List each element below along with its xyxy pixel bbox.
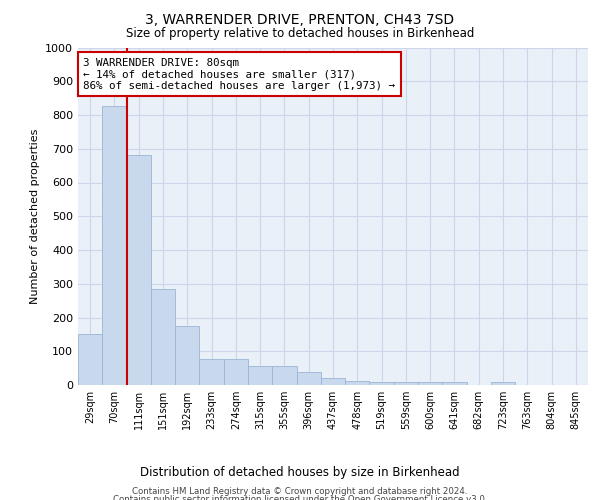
Text: Distribution of detached houses by size in Birkenhead: Distribution of detached houses by size …	[140, 466, 460, 479]
Bar	[272, 366, 296, 385]
Text: 3, WARRENDER DRIVE, PRENTON, CH43 7SD: 3, WARRENDER DRIVE, PRENTON, CH43 7SD	[145, 12, 455, 26]
Bar	[151, 290, 175, 385]
Text: 3 WARRENDER DRIVE: 80sqm
← 14% of detached houses are smaller (317)
86% of semi-: 3 WARRENDER DRIVE: 80sqm ← 14% of detach…	[83, 58, 395, 91]
Text: Contains public sector information licensed under the Open Government Licence v3: Contains public sector information licen…	[113, 495, 487, 500]
Bar	[248, 366, 272, 385]
Bar	[224, 358, 248, 385]
Bar	[78, 334, 102, 385]
Bar	[296, 372, 321, 385]
Text: Contains HM Land Registry data © Crown copyright and database right 2024.: Contains HM Land Registry data © Crown c…	[132, 488, 468, 496]
Bar	[199, 358, 224, 385]
Text: Size of property relative to detached houses in Birkenhead: Size of property relative to detached ho…	[126, 28, 474, 40]
Bar	[102, 106, 127, 385]
Bar	[370, 382, 394, 385]
Bar	[345, 380, 370, 385]
Bar	[394, 382, 418, 385]
Bar	[491, 382, 515, 385]
Bar	[175, 326, 199, 385]
Bar	[442, 382, 467, 385]
Bar	[127, 156, 151, 385]
Y-axis label: Number of detached properties: Number of detached properties	[29, 128, 40, 304]
Bar	[321, 378, 345, 385]
Bar	[418, 382, 442, 385]
